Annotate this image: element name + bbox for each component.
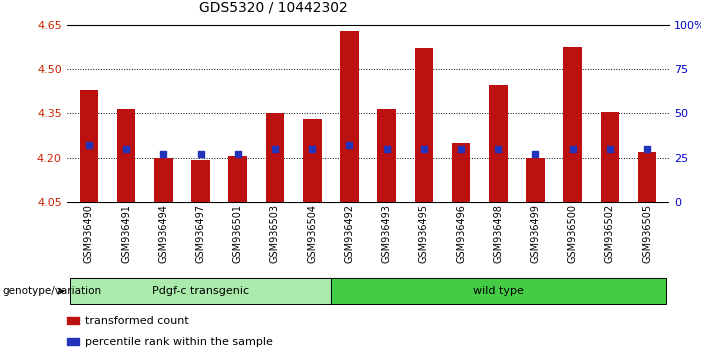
Bar [266, 113, 285, 202]
Bar [489, 85, 508, 202]
Text: GSM936496: GSM936496 [456, 204, 466, 263]
Bar [340, 31, 359, 202]
Bar [191, 160, 210, 202]
Text: genotype/variation: genotype/variation [3, 286, 102, 296]
Text: GSM936502: GSM936502 [605, 204, 615, 263]
Point [381, 146, 393, 152]
Text: GSM936505: GSM936505 [642, 204, 652, 263]
Text: GSM936495: GSM936495 [418, 204, 429, 263]
Text: GSM936491: GSM936491 [121, 204, 131, 263]
Point [530, 151, 541, 157]
Text: wild type: wild type [473, 286, 524, 296]
Text: GSM936492: GSM936492 [344, 204, 355, 263]
Bar [377, 109, 396, 202]
Point [493, 146, 504, 152]
Bar [414, 48, 433, 202]
Text: transformed count: transformed count [85, 315, 189, 326]
Bar [67, 338, 79, 345]
Text: GSM936500: GSM936500 [568, 204, 578, 263]
Text: GSM936501: GSM936501 [233, 204, 243, 263]
Text: GSM936490: GSM936490 [84, 204, 94, 263]
Point [83, 142, 95, 148]
Point [232, 151, 243, 157]
Bar [331, 278, 666, 304]
Bar [303, 119, 322, 202]
Text: GSM936499: GSM936499 [531, 204, 540, 263]
Bar [70, 278, 331, 304]
Text: GSM936497: GSM936497 [196, 204, 205, 263]
Text: percentile rank within the sample: percentile rank within the sample [85, 337, 273, 347]
Point [418, 146, 430, 152]
Bar [564, 47, 582, 202]
Point [195, 151, 206, 157]
Point [121, 146, 132, 152]
Bar [67, 317, 79, 324]
Text: GSM936503: GSM936503 [270, 204, 280, 263]
Bar [601, 112, 619, 202]
Bar [638, 152, 656, 202]
Bar [80, 90, 98, 202]
Bar [117, 109, 135, 202]
Point [158, 151, 169, 157]
Point [567, 146, 578, 152]
Text: GSM936494: GSM936494 [158, 204, 168, 263]
Bar [526, 158, 545, 202]
Text: GDS5320 / 10442302: GDS5320 / 10442302 [199, 0, 348, 14]
Point [269, 146, 280, 152]
Point [604, 146, 615, 152]
Bar [451, 143, 470, 202]
Point [456, 146, 467, 152]
Text: Pdgf-c transgenic: Pdgf-c transgenic [152, 286, 249, 296]
Point [641, 146, 653, 152]
Text: GSM936498: GSM936498 [494, 204, 503, 263]
Text: GSM936504: GSM936504 [307, 204, 318, 263]
Point [343, 142, 355, 148]
Point [306, 146, 318, 152]
Bar [229, 156, 247, 202]
Text: GSM936493: GSM936493 [381, 204, 392, 263]
Bar [154, 158, 172, 202]
